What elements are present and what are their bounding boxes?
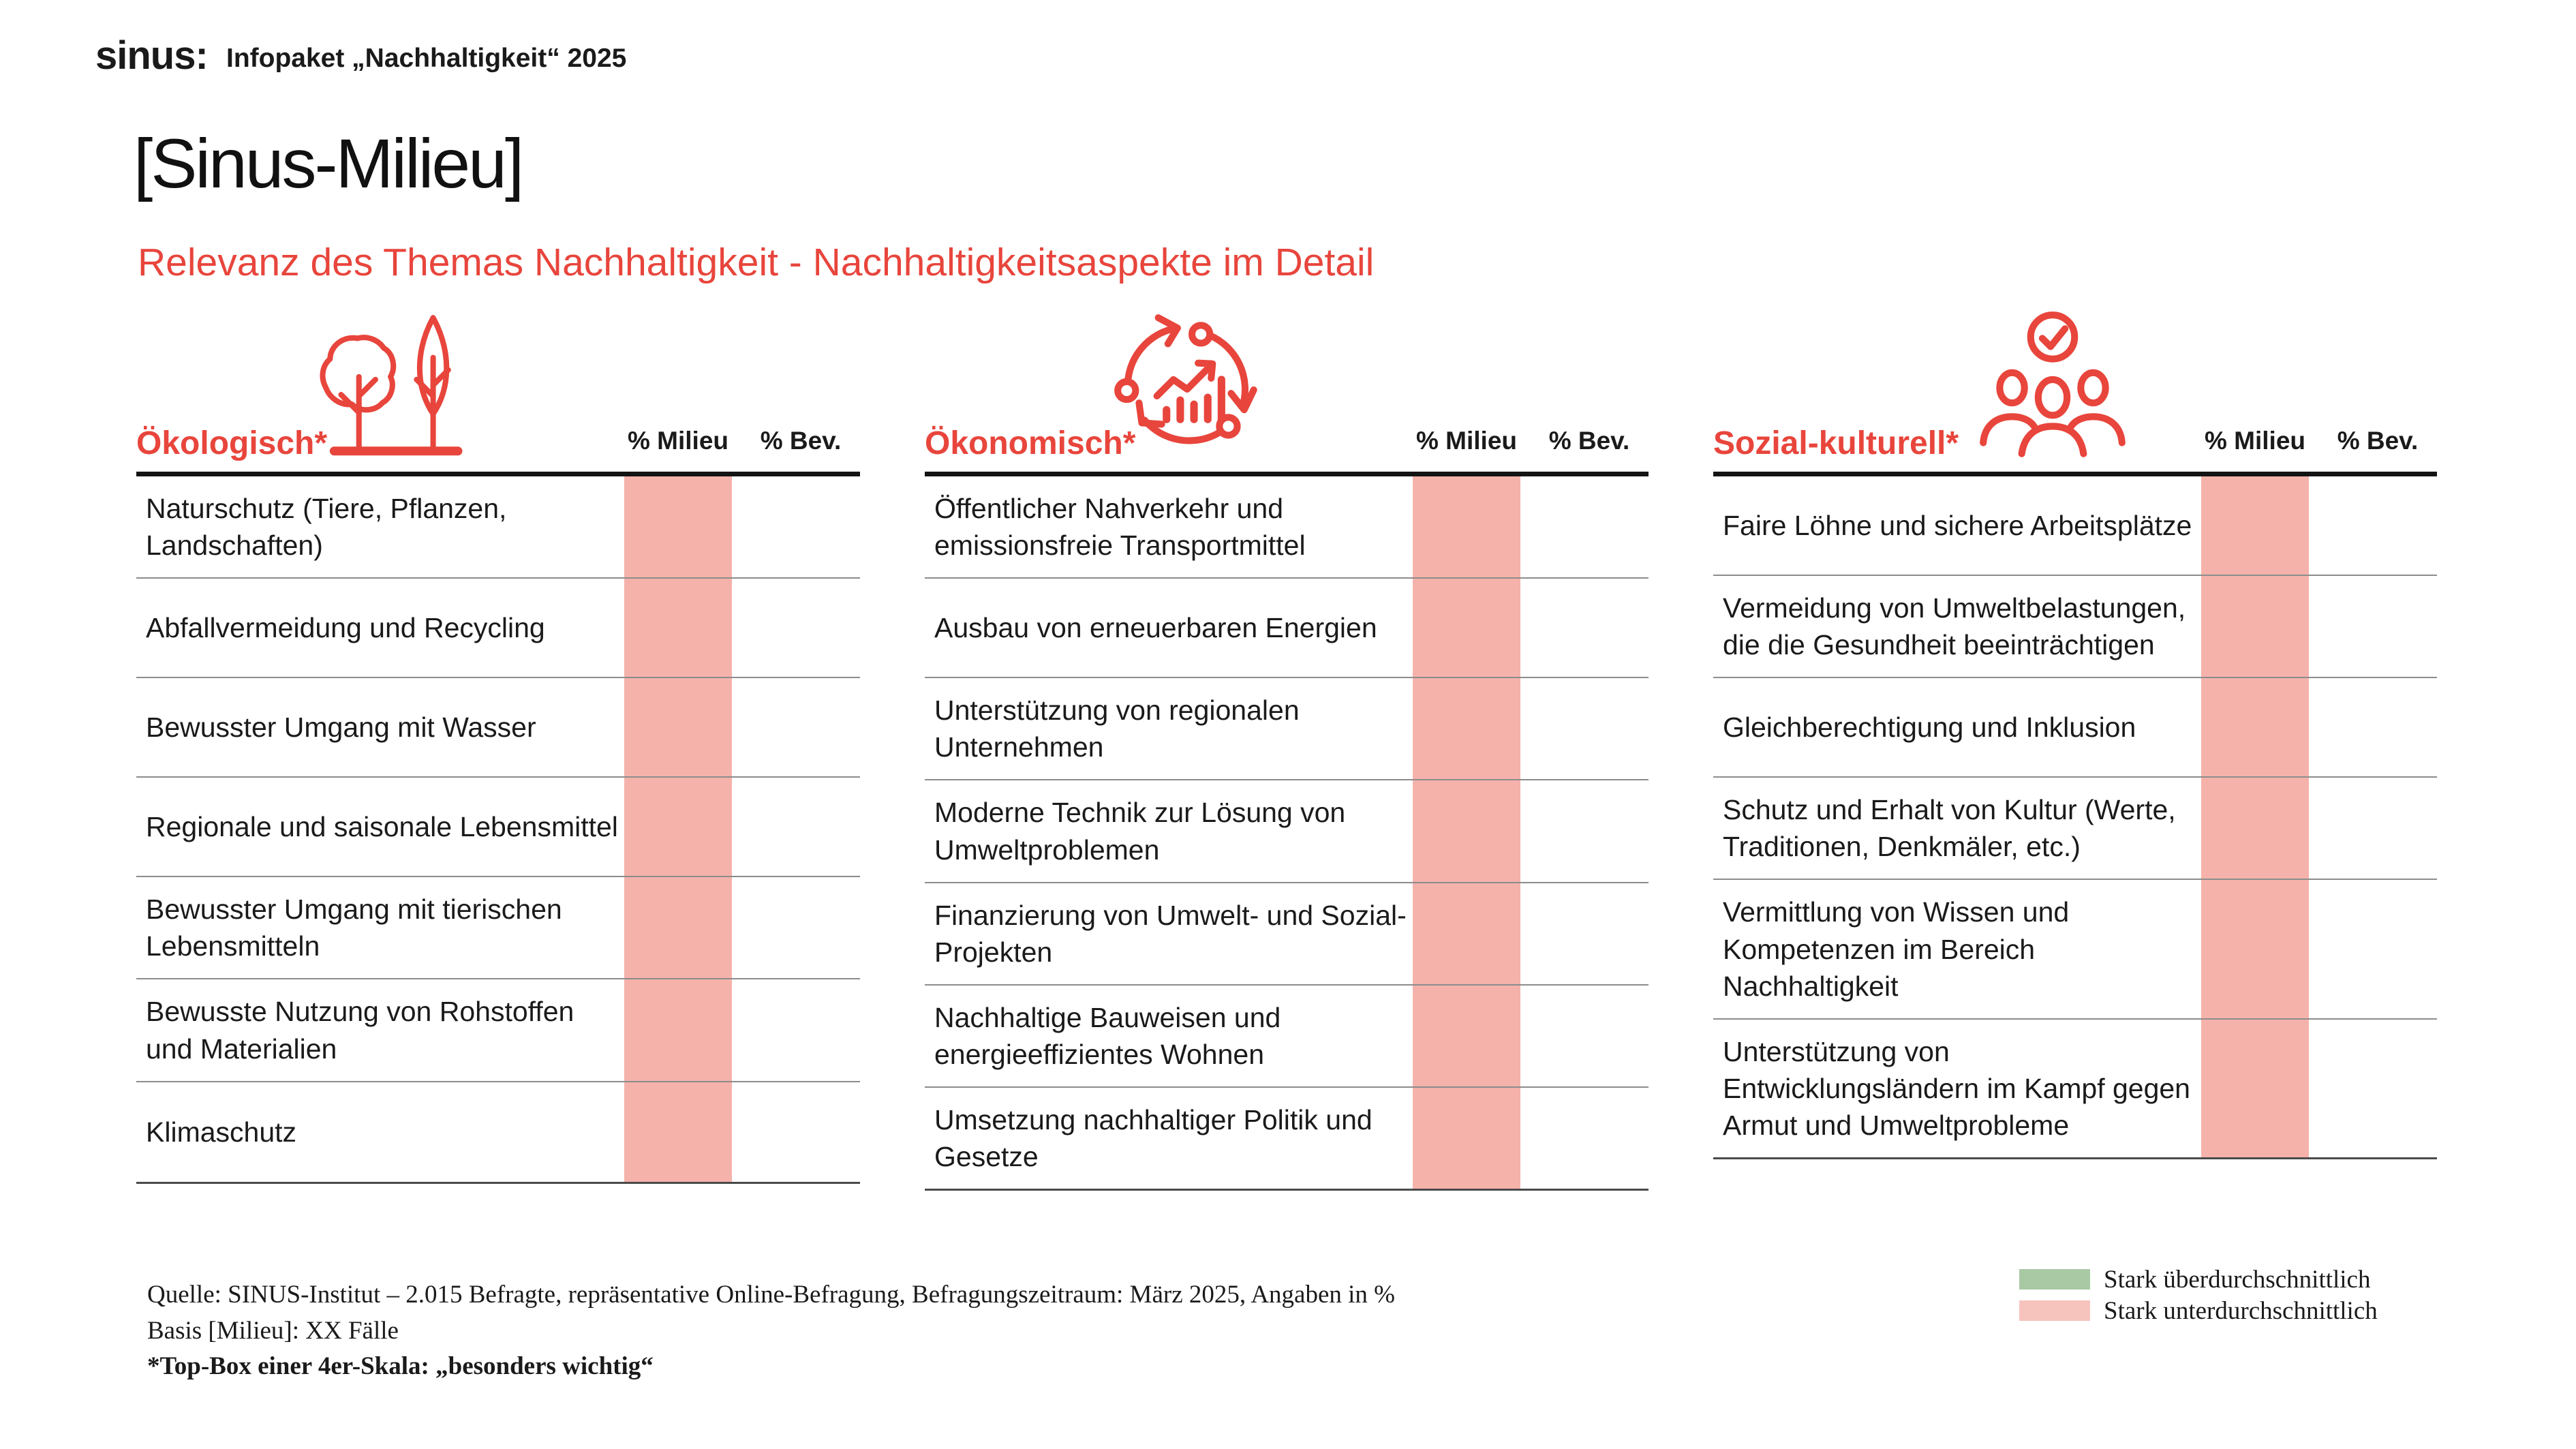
aspect-table: Naturschutz (Tiere, Pflanzen, Landschaft… <box>136 472 860 1184</box>
aspect-label: Vermeidung von Umweltbelastungen, die di… <box>1723 592 2186 661</box>
aspect-label: Unterstützung von regionalen Unternehmen <box>934 695 1300 763</box>
source-footnote: Quelle: SINUS-Institut – 2.015 Befragte,… <box>147 1277 1395 1385</box>
column-header: Ökologisch* % Milieu % Bev. <box>136 312 860 472</box>
legend-item: Stark überdurchschnittlich <box>2019 1265 2378 1294</box>
document-header: Infopaket „Nachhaltigkeit“ 2025 <box>226 44 627 73</box>
economy-cycle-icon <box>1103 308 1275 466</box>
table-row: Finanzierung von Umwelt- und Sozial-Proj… <box>925 883 1649 986</box>
table-row: Klimaschutz <box>136 1082 860 1182</box>
table-row: Nachhaltige Bauweisen und energieeffizie… <box>925 986 1649 1088</box>
aspect-label: Faire Löhne und sichere Arbeitsplätze <box>1723 509 2192 541</box>
footnote-basis: Basis [Milieu]: XX Fälle <box>147 1316 399 1345</box>
column-sozial-kulturell: Sozial-kulturell* % Milieu % Bev. Faire … <box>1713 311 2437 1191</box>
column-oekologisch: Ökologisch* % Milieu % Bev. Naturschutz … <box>136 312 860 1191</box>
column-header: Sozial-kulturell* % Milieu % Bev. <box>1713 311 2437 472</box>
aspect-label: Öffentlicher Nahverkehr und emissionsfre… <box>934 493 1306 562</box>
column-title: Sozial-kulturell* <box>1713 425 1959 461</box>
legend-swatch-green <box>2019 1269 2090 1290</box>
legend-label: Stark unterdurchschnittlich <box>2104 1296 2378 1325</box>
page-subtitle: Relevanz des Themas Nachhaltigkeit - Nac… <box>138 241 1375 284</box>
bev-column-header: % Bev. <box>1548 427 1630 455</box>
column-title: Ökonomisch* <box>925 425 1136 461</box>
aspect-label: Vermittlung von Wissen und Kompetenzen i… <box>1723 896 2070 1002</box>
aspect-label: Umsetzung nachhaltiger Politik und Geset… <box>934 1104 1373 1173</box>
table-row: Vermittlung von Wissen und Kompetenzen i… <box>1713 880 2437 1020</box>
aspect-label: Bewusster Umgang mit tierischen Lebensmi… <box>146 894 562 962</box>
column-oekonomisch: Ökonomisch* % Milieu % Bev. Öffentlicher… <box>925 312 1649 1191</box>
column-header: Ökonomisch* % Milieu % Bev. <box>925 312 1649 472</box>
milieu-bar <box>1413 476 1520 1189</box>
bev-column-header: % Bev. <box>760 427 842 455</box>
table-row: Abfallvermeidung und Recycling <box>136 579 860 679</box>
aspect-label: Gleichberechtigung und Inklusion <box>1723 712 2136 744</box>
table-row: Gleichberechtigung und Inklusion <box>1713 678 2437 778</box>
aspect-label: Naturschutz (Tiere, Pflanzen, Landschaft… <box>146 493 507 562</box>
table-row: Unterstützung von regionalen Unternehmen <box>925 678 1649 781</box>
table-row: Faire Löhne und sichere Arbeitsplätze <box>1713 476 2437 576</box>
aspect-table: Öffentlicher Nahverkehr und emissionsfre… <box>925 472 1649 1191</box>
milieu-bar <box>624 476 732 1182</box>
table-row: Ausbau von erneuerbaren Energien <box>925 579 1649 679</box>
table-row: Bewusster Umgang mit Wasser <box>136 678 860 778</box>
aspect-label: Schutz und Erhalt von Kultur (Werte, Tra… <box>1723 794 2176 863</box>
aspect-label: Klimaschutz <box>146 1116 297 1148</box>
footnote-source: Quelle: SINUS-Institut – 2.015 Befragte,… <box>147 1281 1395 1309</box>
footnote-topbox: *Top-Box einer 4er-Skala: „besonders wic… <box>147 1352 654 1381</box>
aspect-label: Unterstützung von Entwicklungsländern im… <box>1723 1035 2190 1141</box>
aspect-label: Ausbau von erneuerbaren Energien <box>934 612 1377 644</box>
legend-swatch-pink <box>2019 1300 2090 1321</box>
table-row: Bewusster Umgang mit tierischen Lebensmi… <box>136 877 860 980</box>
aspect-label: Nachhaltige Bauweisen und energieeffizie… <box>934 1001 1281 1070</box>
columns-area: Ökologisch* % Milieu % Bev. Naturschutz … <box>136 311 2437 1191</box>
page-title: [Sinus-Milieu] <box>134 125 524 202</box>
legend-label: Stark überdurchschnittlich <box>2104 1265 2371 1294</box>
aspect-label: Abfallvermeidung und Recycling <box>146 612 545 644</box>
table-row: Bewusste Nutzung von Rohstoffen und Mate… <box>136 979 860 1082</box>
legend: Stark überdurchschnittlich Stark unterdu… <box>2019 1265 2378 1330</box>
milieu-bar <box>2201 476 2309 1158</box>
milieu-column-header: % Milieu <box>2204 427 2306 455</box>
table-row: Moderne Technik zur Lösung von Umweltpro… <box>925 780 1649 883</box>
aspect-label: Finanzierung von Umwelt- und Sozial-Proj… <box>934 899 1407 968</box>
milieu-column-header: % Milieu <box>627 427 729 455</box>
milieu-column-header: % Milieu <box>1415 427 1518 455</box>
trees-icon <box>298 308 470 466</box>
aspect-label: Bewusste Nutzung von Rohstoffen und Mate… <box>146 996 574 1065</box>
table-row: Vermeidung von Umweltbelastungen, die di… <box>1713 576 2437 679</box>
legend-item: Stark unterdurchschnittlich <box>2019 1297 2378 1325</box>
table-row: Unterstützung von Entwicklungsländern im… <box>1713 1020 2437 1157</box>
table-row: Umsetzung nachhaltiger Politik und Geset… <box>925 1088 1649 1189</box>
bev-column-header: % Bev. <box>2337 427 2419 455</box>
table-row: Regionale und saisonale Lebensmittel <box>136 778 860 878</box>
table-row: Öffentlicher Nahverkehr und emissionsfre… <box>925 476 1649 579</box>
people-check-icon <box>1967 308 2138 466</box>
aspect-label: Regionale und saisonale Lebensmittel <box>146 811 618 843</box>
aspect-label: Moderne Technik zur Lösung von Umweltpro… <box>934 797 1346 866</box>
table-row: Schutz und Erhalt von Kultur (Werte, Tra… <box>1713 778 2437 881</box>
table-row: Naturschutz (Tiere, Pflanzen, Landschaft… <box>136 476 860 579</box>
aspect-table: Faire Löhne und sichere Arbeitsplätze Ve… <box>1713 472 2437 1160</box>
column-title: Ökologisch* <box>136 425 328 461</box>
sinus-logo: sinus: <box>95 33 209 78</box>
aspect-label: Bewusster Umgang mit Wasser <box>146 712 536 744</box>
